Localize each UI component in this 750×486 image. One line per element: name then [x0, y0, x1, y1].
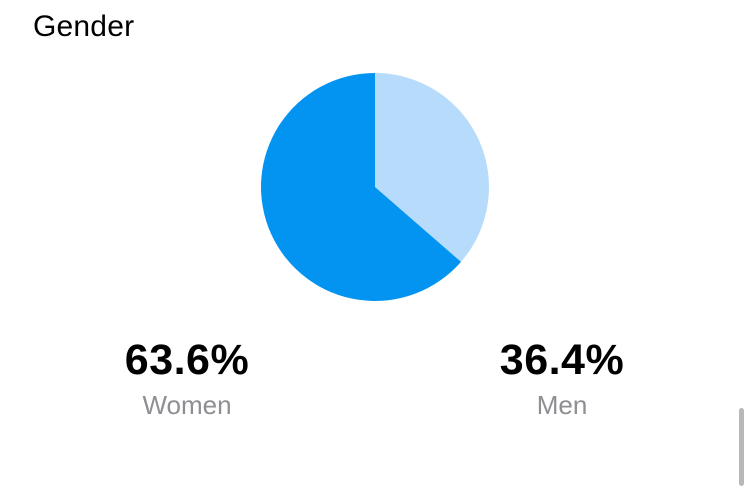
- women-percentage: 63.6%: [124, 336, 250, 384]
- women-label: Women: [142, 390, 232, 420]
- men-stat: 36.4% Men: [442, 334, 682, 422]
- pie-slice-women: [261, 73, 461, 301]
- section-title: Gender: [33, 10, 135, 43]
- pie-slice-men: [375, 73, 489, 262]
- gender-pie-chart: [260, 72, 490, 302]
- pie-chart-svg: [261, 73, 489, 301]
- men-percentage: 36.4%: [499, 336, 625, 384]
- men-label: Men: [536, 390, 588, 420]
- scrollbar[interactable]: [739, 408, 744, 486]
- women-stat: 63.6% Women: [67, 334, 307, 422]
